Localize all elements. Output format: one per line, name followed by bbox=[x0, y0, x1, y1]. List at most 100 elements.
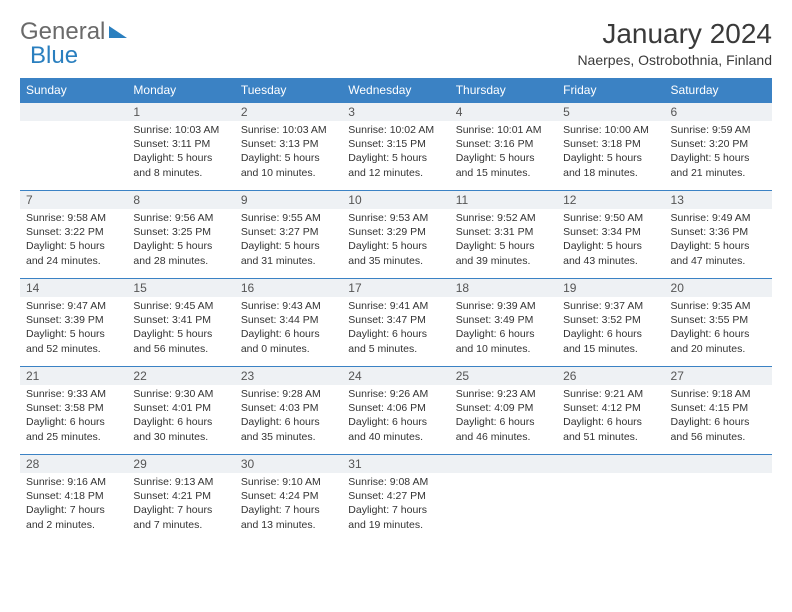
day-number: 3 bbox=[342, 103, 449, 121]
day-info: Sunrise: 9:56 AMSunset: 3:25 PMDaylight:… bbox=[127, 209, 234, 274]
day-info: Sunrise: 10:00 AMSunset: 3:18 PMDaylight… bbox=[557, 121, 664, 186]
calendar-day-cell: 31Sunrise: 9:08 AMSunset: 4:27 PMDayligh… bbox=[342, 455, 449, 543]
day-number: 9 bbox=[235, 191, 342, 209]
day-number: 14 bbox=[20, 279, 127, 297]
calendar-day-cell: 21Sunrise: 9:33 AMSunset: 3:58 PMDayligh… bbox=[20, 367, 127, 455]
calendar-day-cell bbox=[450, 455, 557, 543]
day-number: 13 bbox=[665, 191, 772, 209]
day-number: 7 bbox=[20, 191, 127, 209]
logo-mark-icon bbox=[109, 26, 127, 38]
calendar-day-cell: 26Sunrise: 9:21 AMSunset: 4:12 PMDayligh… bbox=[557, 367, 664, 455]
calendar-day-cell: 1Sunrise: 10:03 AMSunset: 3:11 PMDayligh… bbox=[127, 103, 234, 191]
day-info: Sunrise: 9:10 AMSunset: 4:24 PMDaylight:… bbox=[235, 473, 342, 538]
calendar-day-cell bbox=[20, 103, 127, 191]
day-number: 29 bbox=[127, 455, 234, 473]
calendar-day-cell: 25Sunrise: 9:23 AMSunset: 4:09 PMDayligh… bbox=[450, 367, 557, 455]
calendar-day-cell: 2Sunrise: 10:03 AMSunset: 3:13 PMDayligh… bbox=[235, 103, 342, 191]
day-info: Sunrise: 10:03 AMSunset: 3:13 PMDaylight… bbox=[235, 121, 342, 186]
calendar-day-cell: 28Sunrise: 9:16 AMSunset: 4:18 PMDayligh… bbox=[20, 455, 127, 543]
day-info: Sunrise: 9:52 AMSunset: 3:31 PMDaylight:… bbox=[450, 209, 557, 274]
day-number: 8 bbox=[127, 191, 234, 209]
day-number: 31 bbox=[342, 455, 449, 473]
weekday-header: Friday bbox=[557, 78, 664, 103]
day-number: 20 bbox=[665, 279, 772, 297]
day-number: 10 bbox=[342, 191, 449, 209]
day-info: Sunrise: 9:35 AMSunset: 3:55 PMDaylight:… bbox=[665, 297, 772, 362]
day-info: Sunrise: 9:53 AMSunset: 3:29 PMDaylight:… bbox=[342, 209, 449, 274]
calendar-week-row: 28Sunrise: 9:16 AMSunset: 4:18 PMDayligh… bbox=[20, 455, 772, 543]
day-info: Sunrise: 9:50 AMSunset: 3:34 PMDaylight:… bbox=[557, 209, 664, 274]
day-info: Sunrise: 9:59 AMSunset: 3:20 PMDaylight:… bbox=[665, 121, 772, 186]
calendar-day-cell: 18Sunrise: 9:39 AMSunset: 3:49 PMDayligh… bbox=[450, 279, 557, 367]
calendar-day-cell: 30Sunrise: 9:10 AMSunset: 4:24 PMDayligh… bbox=[235, 455, 342, 543]
day-info: Sunrise: 9:33 AMSunset: 3:58 PMDaylight:… bbox=[20, 385, 127, 450]
day-number: 21 bbox=[20, 367, 127, 385]
day-number: 1 bbox=[127, 103, 234, 121]
title-block: January 2024 Naerpes, Ostrobothnia, Finl… bbox=[577, 18, 772, 68]
day-info: Sunrise: 9:37 AMSunset: 3:52 PMDaylight:… bbox=[557, 297, 664, 362]
day-info: Sunrise: 9:16 AMSunset: 4:18 PMDaylight:… bbox=[20, 473, 127, 538]
day-number bbox=[557, 455, 664, 473]
weekday-header: Sunday bbox=[20, 78, 127, 103]
day-info: Sunrise: 9:43 AMSunset: 3:44 PMDaylight:… bbox=[235, 297, 342, 362]
day-number: 19 bbox=[557, 279, 664, 297]
day-number: 28 bbox=[20, 455, 127, 473]
calendar-day-cell: 8Sunrise: 9:56 AMSunset: 3:25 PMDaylight… bbox=[127, 191, 234, 279]
day-number bbox=[450, 455, 557, 473]
calendar-week-row: 21Sunrise: 9:33 AMSunset: 3:58 PMDayligh… bbox=[20, 367, 772, 455]
calendar-day-cell: 15Sunrise: 9:45 AMSunset: 3:41 PMDayligh… bbox=[127, 279, 234, 367]
day-number: 2 bbox=[235, 103, 342, 121]
calendar-day-cell: 23Sunrise: 9:28 AMSunset: 4:03 PMDayligh… bbox=[235, 367, 342, 455]
calendar-day-cell: 17Sunrise: 9:41 AMSunset: 3:47 PMDayligh… bbox=[342, 279, 449, 367]
weekday-header: Wednesday bbox=[342, 78, 449, 103]
day-number: 5 bbox=[557, 103, 664, 121]
day-number: 23 bbox=[235, 367, 342, 385]
calendar-head: SundayMondayTuesdayWednesdayThursdayFrid… bbox=[20, 78, 772, 103]
calendar-day-cell bbox=[665, 455, 772, 543]
day-number: 15 bbox=[127, 279, 234, 297]
day-number: 17 bbox=[342, 279, 449, 297]
day-info: Sunrise: 9:13 AMSunset: 4:21 PMDaylight:… bbox=[127, 473, 234, 538]
day-number: 26 bbox=[557, 367, 664, 385]
day-number: 22 bbox=[127, 367, 234, 385]
calendar-day-cell: 4Sunrise: 10:01 AMSunset: 3:16 PMDayligh… bbox=[450, 103, 557, 191]
day-number: 24 bbox=[342, 367, 449, 385]
day-info: Sunrise: 9:23 AMSunset: 4:09 PMDaylight:… bbox=[450, 385, 557, 450]
day-info: Sunrise: 9:39 AMSunset: 3:49 PMDaylight:… bbox=[450, 297, 557, 362]
calendar-day-cell: 3Sunrise: 10:02 AMSunset: 3:15 PMDayligh… bbox=[342, 103, 449, 191]
day-number: 12 bbox=[557, 191, 664, 209]
weekday-header: Saturday bbox=[665, 78, 772, 103]
calendar-day-cell: 5Sunrise: 10:00 AMSunset: 3:18 PMDayligh… bbox=[557, 103, 664, 191]
logo-text-2: Blue bbox=[30, 42, 78, 69]
calendar-day-cell: 22Sunrise: 9:30 AMSunset: 4:01 PMDayligh… bbox=[127, 367, 234, 455]
weekday-header: Monday bbox=[127, 78, 234, 103]
day-info: Sunrise: 9:58 AMSunset: 3:22 PMDaylight:… bbox=[20, 209, 127, 274]
day-number: 25 bbox=[450, 367, 557, 385]
day-number bbox=[665, 455, 772, 473]
page-header: General January 2024 Naerpes, Ostrobothn… bbox=[20, 18, 772, 68]
calendar-day-cell: 19Sunrise: 9:37 AMSunset: 3:52 PMDayligh… bbox=[557, 279, 664, 367]
day-number: 30 bbox=[235, 455, 342, 473]
calendar-week-row: 7Sunrise: 9:58 AMSunset: 3:22 PMDaylight… bbox=[20, 191, 772, 279]
logo-line2: Blue bbox=[30, 42, 78, 70]
calendar-day-cell: 7Sunrise: 9:58 AMSunset: 3:22 PMDaylight… bbox=[20, 191, 127, 279]
day-number: 16 bbox=[235, 279, 342, 297]
calendar-day-cell bbox=[557, 455, 664, 543]
day-info: Sunrise: 9:55 AMSunset: 3:27 PMDaylight:… bbox=[235, 209, 342, 274]
month-title: January 2024 bbox=[577, 18, 772, 50]
day-info: Sunrise: 9:45 AMSunset: 3:41 PMDaylight:… bbox=[127, 297, 234, 362]
day-info: Sunrise: 9:08 AMSunset: 4:27 PMDaylight:… bbox=[342, 473, 449, 538]
calendar-day-cell: 12Sunrise: 9:50 AMSunset: 3:34 PMDayligh… bbox=[557, 191, 664, 279]
calendar-body: 1Sunrise: 10:03 AMSunset: 3:11 PMDayligh… bbox=[20, 103, 772, 543]
location: Naerpes, Ostrobothnia, Finland bbox=[577, 52, 772, 68]
day-number: 4 bbox=[450, 103, 557, 121]
calendar-day-cell: 24Sunrise: 9:26 AMSunset: 4:06 PMDayligh… bbox=[342, 367, 449, 455]
day-info: Sunrise: 9:30 AMSunset: 4:01 PMDaylight:… bbox=[127, 385, 234, 450]
day-info: Sunrise: 10:03 AMSunset: 3:11 PMDaylight… bbox=[127, 121, 234, 186]
calendar-day-cell: 6Sunrise: 9:59 AMSunset: 3:20 PMDaylight… bbox=[665, 103, 772, 191]
weekday-header: Tuesday bbox=[235, 78, 342, 103]
day-number: 6 bbox=[665, 103, 772, 121]
calendar-day-cell: 27Sunrise: 9:18 AMSunset: 4:15 PMDayligh… bbox=[665, 367, 772, 455]
calendar-day-cell: 20Sunrise: 9:35 AMSunset: 3:55 PMDayligh… bbox=[665, 279, 772, 367]
day-info: Sunrise: 9:21 AMSunset: 4:12 PMDaylight:… bbox=[557, 385, 664, 450]
